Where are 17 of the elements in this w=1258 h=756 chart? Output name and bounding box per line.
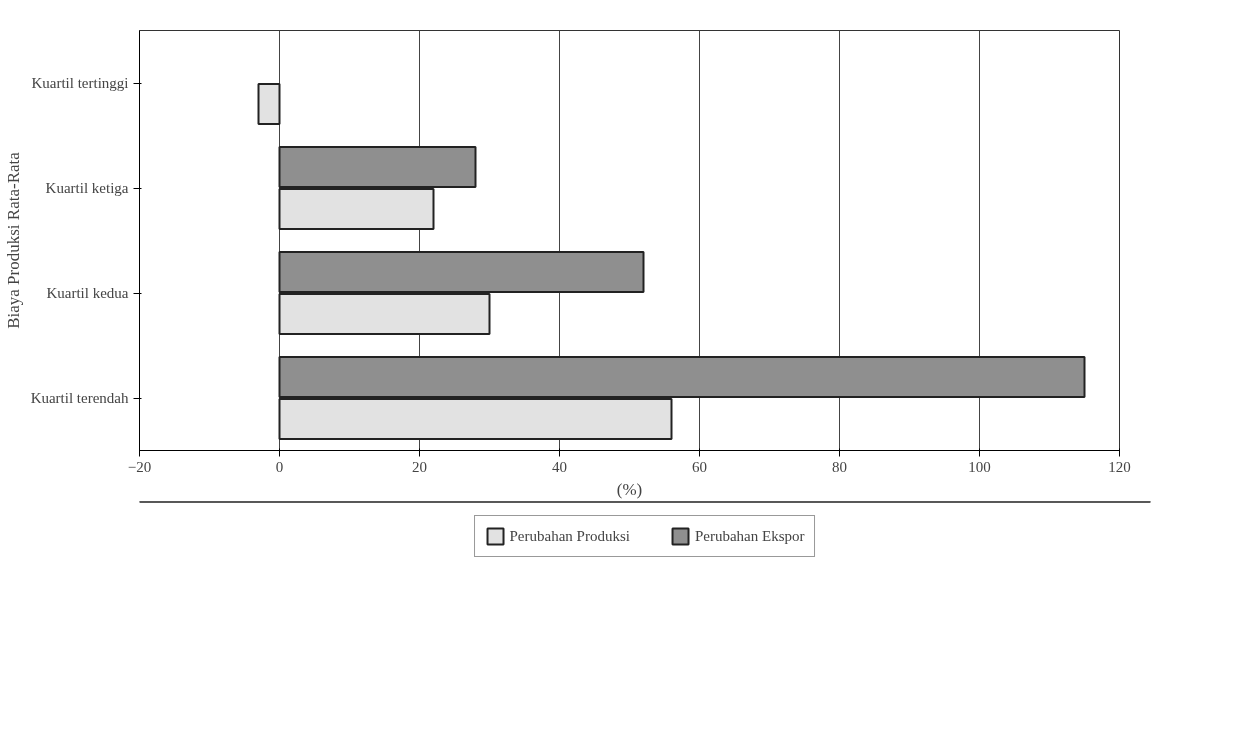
y-tick-label: Kuartil ketiga	[45, 180, 129, 196]
x-tick-label: 80	[832, 458, 847, 475]
bar	[257, 83, 281, 125]
y-tick-label: Kuartil terendah	[30, 390, 129, 406]
x-tick-label: 100	[968, 458, 991, 475]
x-tick-label: 60	[692, 458, 707, 475]
x-tick-label: 0	[275, 458, 284, 475]
legend-label: Perubahan Produksi	[509, 527, 630, 545]
x-axis-title: (%)	[616, 479, 643, 499]
legend-label: Perubahan Ekspor	[694, 527, 805, 545]
x-tick-label: 120	[1108, 458, 1131, 475]
y-tick-label: Kuartil kedua	[46, 285, 129, 301]
y-axis-title: Biaya Produksi Rata-Rata	[3, 151, 23, 329]
x-tick-label: 40	[552, 458, 567, 475]
y-tick-label: Kuartil tertinggi	[31, 75, 129, 91]
x-tick-label: 20	[412, 458, 427, 475]
x-tick-label: −20	[127, 458, 152, 475]
